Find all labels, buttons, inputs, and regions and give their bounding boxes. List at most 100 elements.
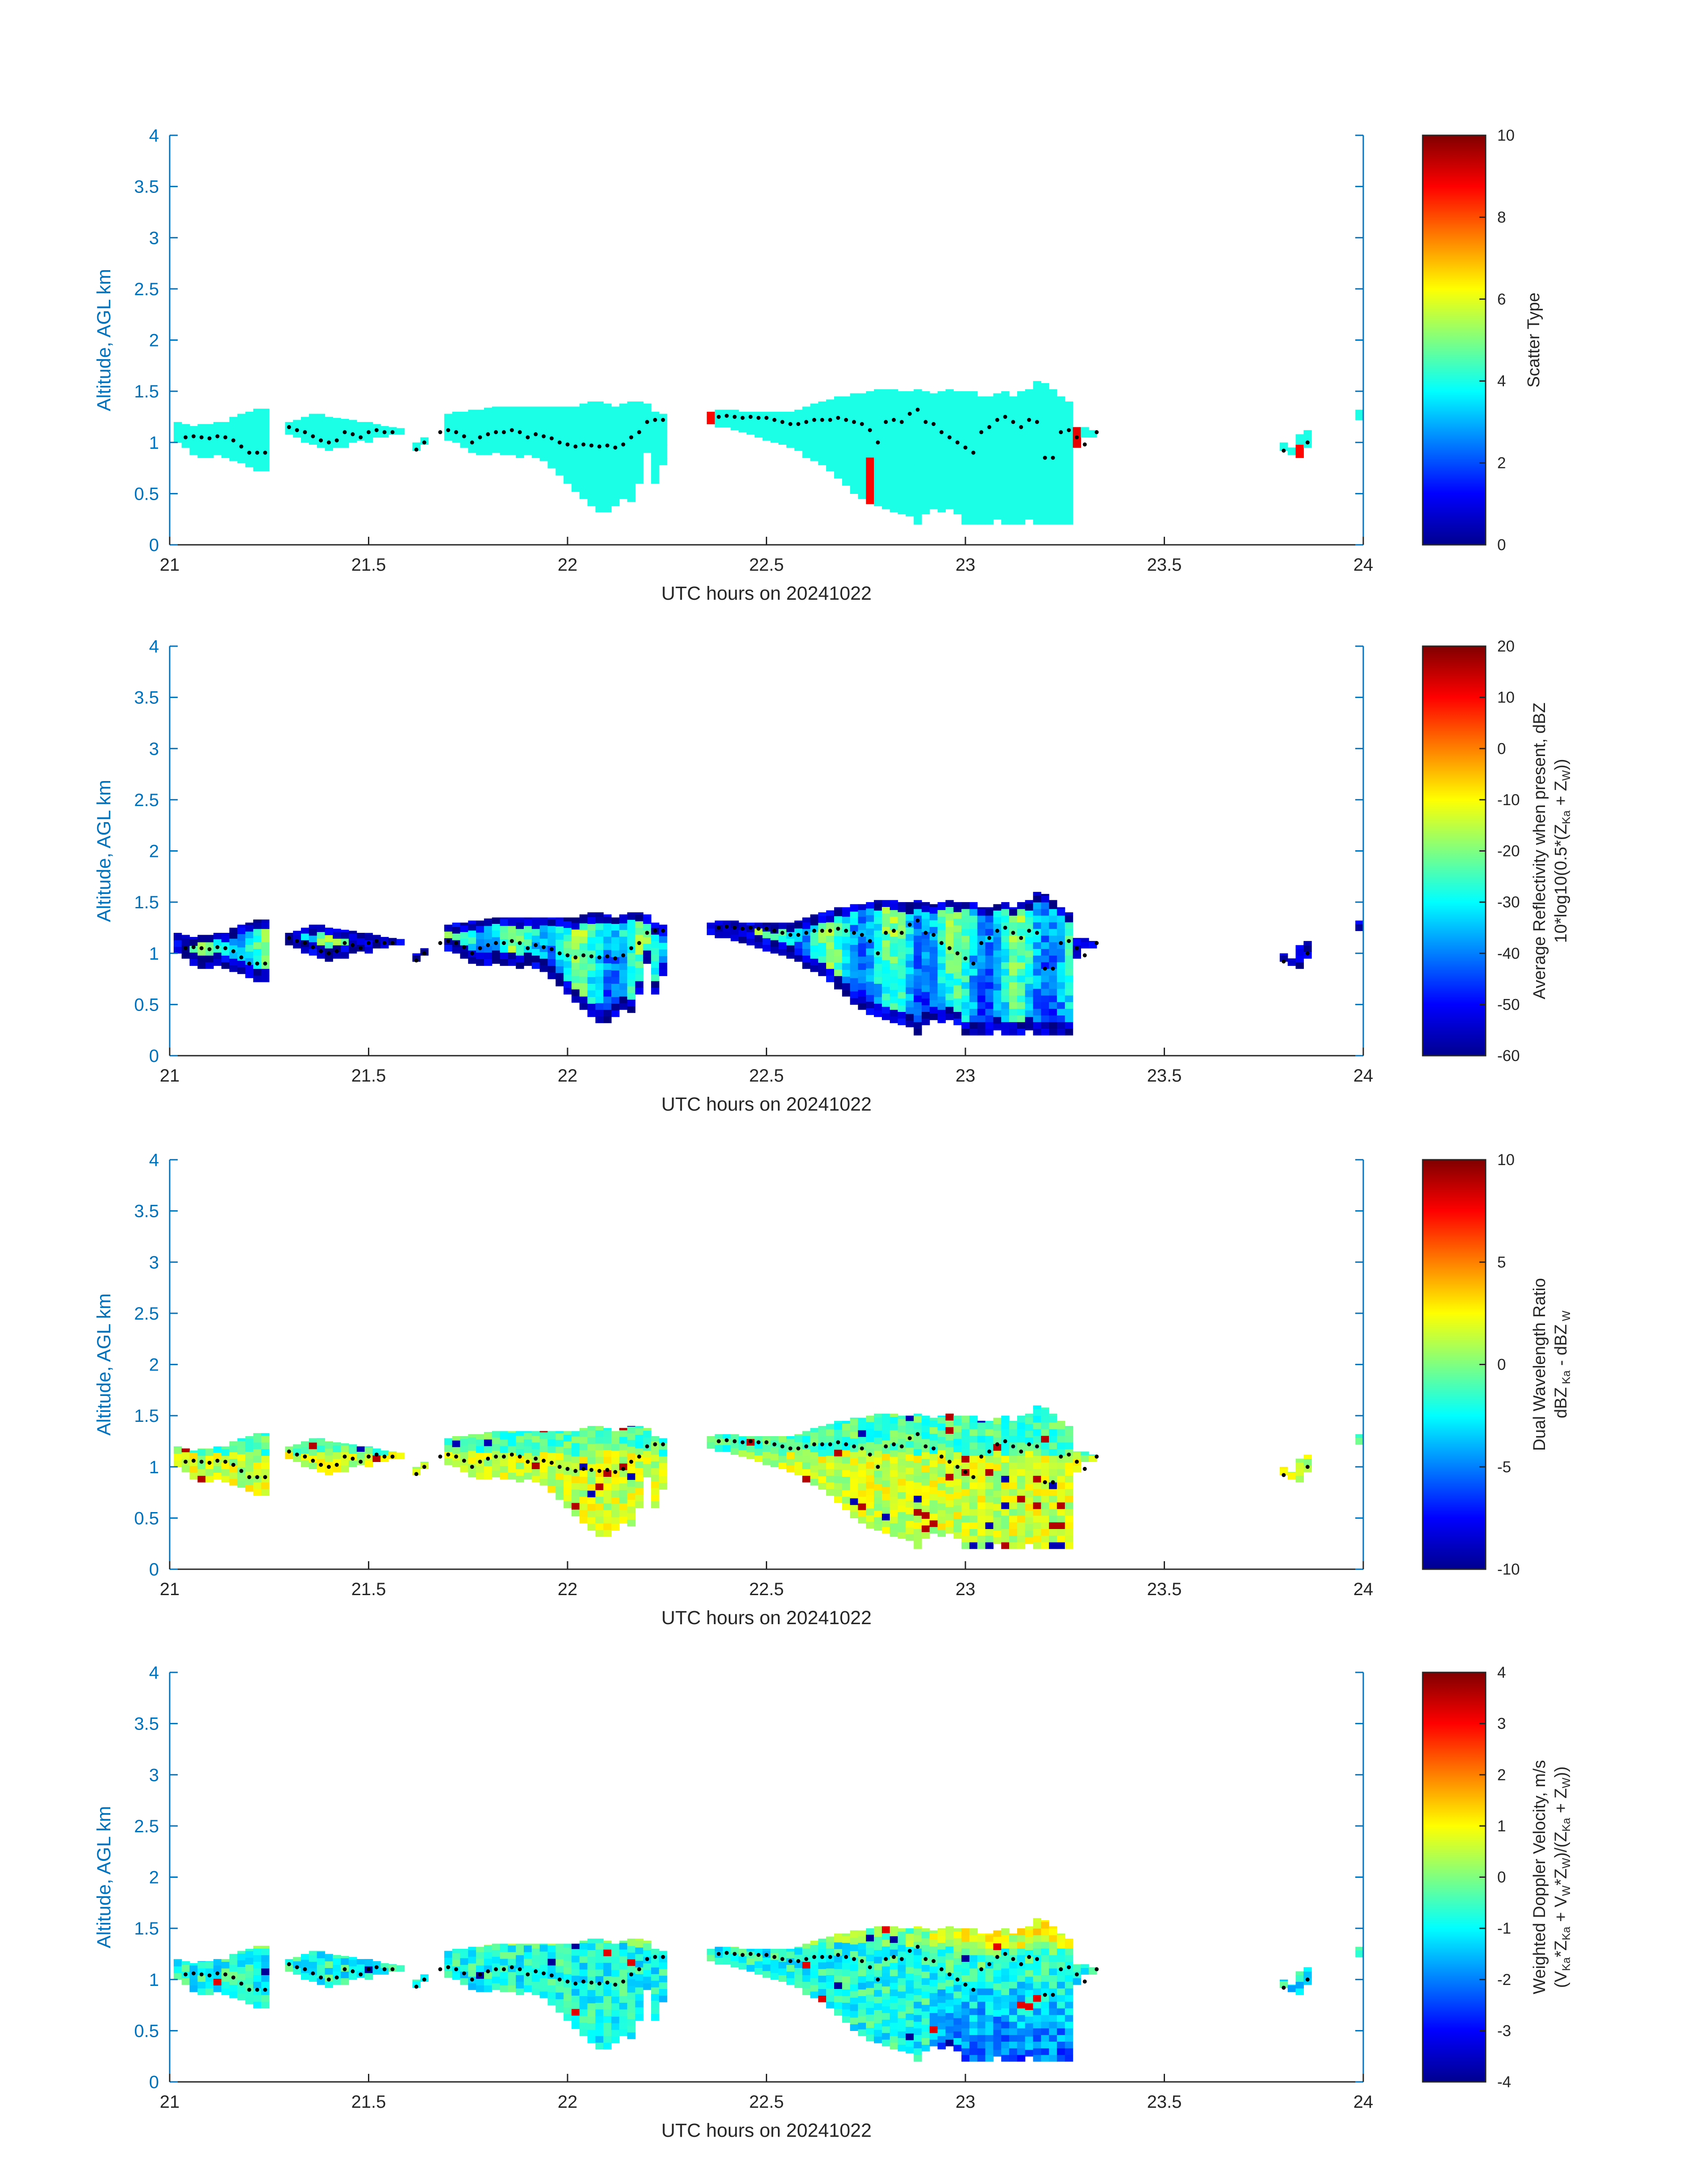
heatmap-cell xyxy=(929,1433,938,1441)
heatmap-cell xyxy=(906,416,914,423)
track-point xyxy=(907,923,912,927)
heatmap-cell xyxy=(969,424,978,432)
heatmap-cell xyxy=(1025,493,1033,500)
track-point xyxy=(478,1972,482,1976)
heatmap-cell xyxy=(985,962,994,969)
heatmap-cell xyxy=(993,1983,1002,1990)
heatmap-cell xyxy=(706,1954,715,1962)
heatmap-cell xyxy=(914,2041,922,2048)
heatmap-cell xyxy=(285,932,293,939)
heatmap-cell xyxy=(906,476,914,483)
heatmap-cell xyxy=(1009,1469,1018,1476)
heatmap-cell xyxy=(1049,928,1057,936)
heatmap-cell xyxy=(1049,1022,1057,1029)
heatmap-cell xyxy=(1033,1928,1041,1935)
heatmap-cell xyxy=(635,1974,643,1981)
heatmap-cell xyxy=(834,405,843,412)
heatmap-cell xyxy=(993,1530,1002,1538)
heatmap-cell xyxy=(985,1522,994,1529)
heatmap-cell xyxy=(524,1985,532,1992)
heatmap-cell xyxy=(1017,1975,1026,1982)
heatmap-cell xyxy=(993,1483,1002,1491)
heatmap-cell xyxy=(205,942,214,949)
heatmap-cell xyxy=(1049,424,1057,432)
heatmap-cell xyxy=(922,421,930,428)
heatmap-cell xyxy=(1065,1008,1073,1015)
heatmap-cell xyxy=(722,931,731,938)
heatmap-cell xyxy=(722,1445,731,1452)
heatmap-cell xyxy=(866,490,874,497)
heatmap-cell xyxy=(1065,1941,1073,1949)
heatmap-cell xyxy=(850,1465,858,1472)
heatmap-cell xyxy=(587,459,596,467)
heatmap-cell xyxy=(810,1958,819,1965)
heatmap-cell xyxy=(531,1961,540,1969)
heatmap-cell xyxy=(547,1985,556,1992)
heatmap-cell xyxy=(842,943,851,950)
heatmap-cell xyxy=(1025,446,1033,453)
heatmap-cell xyxy=(834,1469,843,1476)
heatmap-cell xyxy=(547,939,556,946)
heatmap-cell xyxy=(1001,1502,1010,1509)
heatmap-cell xyxy=(237,927,246,934)
track-point xyxy=(597,1981,601,1986)
heatmap-cell xyxy=(898,952,906,959)
heatmap-cell xyxy=(539,1978,548,1985)
heatmap-cell xyxy=(937,2035,946,2043)
heatmap-cell xyxy=(906,1986,914,1994)
heatmap-cell xyxy=(293,1448,301,1455)
heatmap-cell xyxy=(993,963,1002,971)
heatmap-cell xyxy=(985,1975,994,1982)
heatmap-cell xyxy=(643,403,651,406)
heatmap-cell xyxy=(889,492,898,499)
heatmap-cell xyxy=(508,919,516,926)
track-point xyxy=(303,430,307,435)
track-point xyxy=(223,1459,228,1464)
heatmap-cell xyxy=(1057,1429,1065,1436)
track-point xyxy=(287,1962,291,1966)
heatmap-cell xyxy=(635,1434,643,1442)
heatmap-cell xyxy=(253,919,262,923)
heatmap-cell xyxy=(627,1500,635,1507)
heatmap-cell xyxy=(1001,1995,1010,2002)
track-point xyxy=(573,955,578,960)
heatmap-cell xyxy=(977,2048,986,2055)
heatmap-cell xyxy=(500,1978,508,1985)
heatmap-cell xyxy=(929,449,938,456)
heatmap-cell xyxy=(945,1433,954,1441)
heatmap-cell xyxy=(627,953,635,960)
heatmap-cell xyxy=(197,1961,206,1969)
track-point xyxy=(899,420,904,424)
heatmap-cell xyxy=(906,1967,914,1974)
heatmap-cell xyxy=(492,1437,501,1444)
heatmap-cell xyxy=(937,485,946,493)
heatmap-cell xyxy=(858,1003,866,1010)
heatmap-cell xyxy=(603,1940,612,1943)
track-point xyxy=(422,1977,426,1982)
heatmap-cell xyxy=(356,1964,365,1971)
heatmap-cell xyxy=(611,459,620,467)
heatmap-cell xyxy=(1057,1975,1065,1982)
heatmap-cell xyxy=(977,491,986,498)
heatmap-cell xyxy=(945,1000,954,1007)
heatmap-cell xyxy=(914,2035,922,2042)
heatmap-cell xyxy=(1057,1422,1065,1429)
heatmap-cell xyxy=(205,444,214,451)
heatmap-cell xyxy=(906,1953,914,1960)
heatmap-cell xyxy=(531,1975,540,1982)
heatmap-cell xyxy=(508,952,516,959)
heatmap-cell xyxy=(293,931,301,936)
heatmap-cell xyxy=(1001,1002,1010,1009)
heatmap-cell xyxy=(571,485,580,492)
track-point xyxy=(860,1446,864,1450)
heatmap-cell xyxy=(635,437,643,444)
heatmap-cell xyxy=(1009,922,1018,929)
heatmap-cell xyxy=(627,2012,635,2019)
heatmap-cell xyxy=(834,438,843,446)
heatmap-cell xyxy=(611,1497,620,1504)
heatmap-cell xyxy=(1049,1508,1057,1516)
heatmap-cell xyxy=(1009,1981,1018,1989)
heatmap-cell xyxy=(1033,962,1041,969)
heatmap-cell xyxy=(611,1950,620,1957)
heatmap-cell xyxy=(261,942,270,949)
